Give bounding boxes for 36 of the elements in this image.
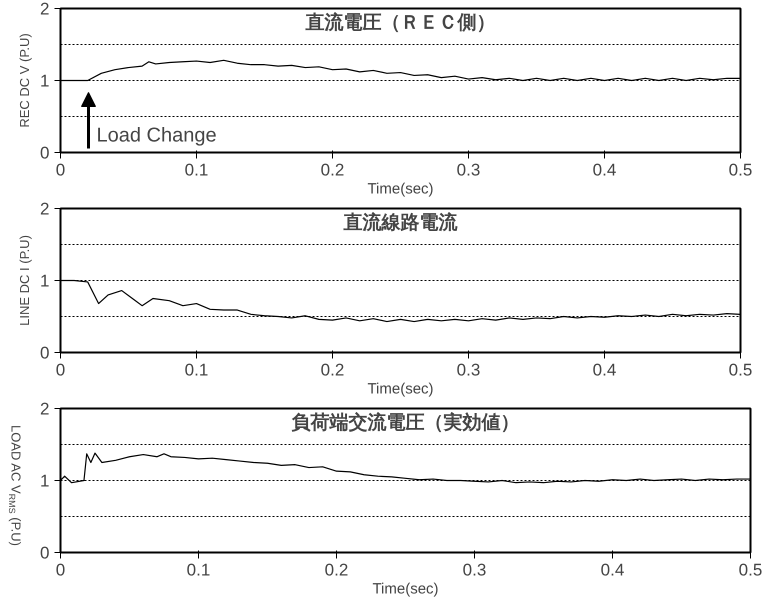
y-tick-label: 1: [40, 72, 50, 90]
y-tick-label: 2: [40, 200, 50, 218]
x-tick-label: 0.2: [320, 160, 344, 180]
x-tick-label: 0: [56, 160, 66, 180]
y-tick-label: 2: [40, 400, 50, 418]
x-tick-label: 0.4: [600, 560, 624, 580]
x-tick-label: 0.1: [184, 160, 208, 180]
y-tick-label: 0: [40, 544, 50, 562]
y-tick-label: 1: [40, 472, 50, 490]
x-tick-label: 0.5: [728, 160, 752, 180]
x-tick-label: 0.2: [320, 360, 344, 380]
x-tick-label: 0.3: [456, 160, 480, 180]
y-tick-label: 0: [40, 344, 50, 362]
x-tick-label: 0.1: [184, 360, 208, 380]
x-tick-label: 0.5: [728, 360, 752, 380]
annotation: Load Change: [96, 124, 217, 146]
x-axis-title: Time(sec): [372, 580, 439, 598]
x-tick-label: 0: [56, 560, 66, 580]
y-tick-label: 0: [40, 144, 50, 162]
x-axis-title: Time(sec): [367, 380, 434, 398]
x-tick-label: 0.1: [186, 560, 210, 580]
y-tick-label: 2: [40, 0, 50, 18]
x-tick-label: 0.4: [592, 360, 616, 380]
y-axis-title: LINE DC I (P.U): [17, 235, 32, 326]
x-tick-label: 0.5: [738, 560, 762, 580]
y-axis-title: REC DC V (P.U): [17, 33, 32, 128]
x-axis-title: Time(sec): [367, 180, 434, 198]
x-tick-label: 0.3: [462, 560, 486, 580]
chart-title: 負荷端交流電圧（実効値）: [292, 412, 520, 434]
chart-title: 直流線路電流: [342, 212, 458, 234]
x-tick-label: 0.2: [324, 560, 348, 580]
y-tick-label: 1: [40, 272, 50, 290]
x-tick-label: 0.3: [456, 360, 480, 380]
chart-title: 直流電圧（ＲＥＣ側）: [304, 12, 496, 34]
x-tick-label: 0.4: [592, 160, 616, 180]
x-tick-label: 0: [56, 360, 66, 380]
